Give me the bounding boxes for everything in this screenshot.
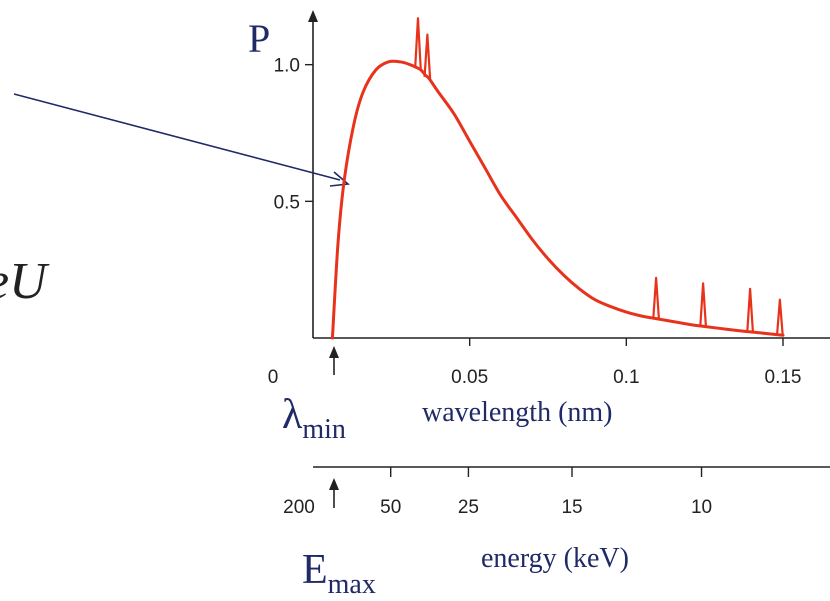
energy-tick-label-4: 10 — [691, 497, 712, 518]
formula-fragment: eU — [0, 253, 50, 310]
y-tick-label-0: 0.5 — [274, 192, 300, 213]
lambda-min-marker — [329, 346, 339, 375]
x-tick-label-3: 0.15 — [765, 367, 802, 388]
e-max-label: Emax — [302, 547, 376, 600]
lambda-subscript: min — [302, 414, 346, 445]
peak-3 — [699, 282, 708, 327]
peak-layer — [414, 17, 784, 336]
energy-tick-label-3: 15 — [561, 497, 582, 518]
e-subscript: max — [328, 569, 376, 600]
peak-2 — [652, 276, 661, 320]
peak-1 — [423, 33, 432, 81]
x-tick-label-2: 0.1 — [613, 367, 639, 388]
lambda-min-label: λmin — [282, 392, 346, 445]
annotation-arrow — [13, 93, 350, 187]
y-axis-label: P — [248, 16, 270, 61]
energy-tick-label-2: 25 — [458, 497, 479, 518]
x-tick-label-0: 0 — [268, 367, 279, 388]
y-ticks: 0.5 1.0 — [274, 56, 313, 213]
peak-4 — [746, 287, 755, 333]
peak-0 — [414, 17, 422, 71]
lambda-symbol: λ — [282, 392, 303, 438]
curve-layer — [330, 59, 785, 340]
x-ticks: 0 0.05 0.1 0.15 — [268, 338, 802, 388]
x-axis-title: wavelength (nm) — [422, 397, 613, 428]
y-axis-arrow — [308, 10, 318, 22]
energy-tick-label-0: 200 — [283, 497, 315, 518]
y-tick-label-1: 1.0 — [274, 56, 300, 77]
energy-ticks: 200 50 25 15 10 — [283, 467, 712, 518]
peak-5 — [775, 298, 784, 336]
energy-axis-title: energy (keV) — [481, 543, 629, 574]
spectrum-curve — [330, 59, 785, 340]
x-tick-label-1: 0.05 — [451, 367, 488, 388]
energy-tick-label-1: 50 — [380, 497, 401, 518]
e-symbol: E — [302, 547, 328, 593]
e-max-marker — [329, 478, 339, 508]
